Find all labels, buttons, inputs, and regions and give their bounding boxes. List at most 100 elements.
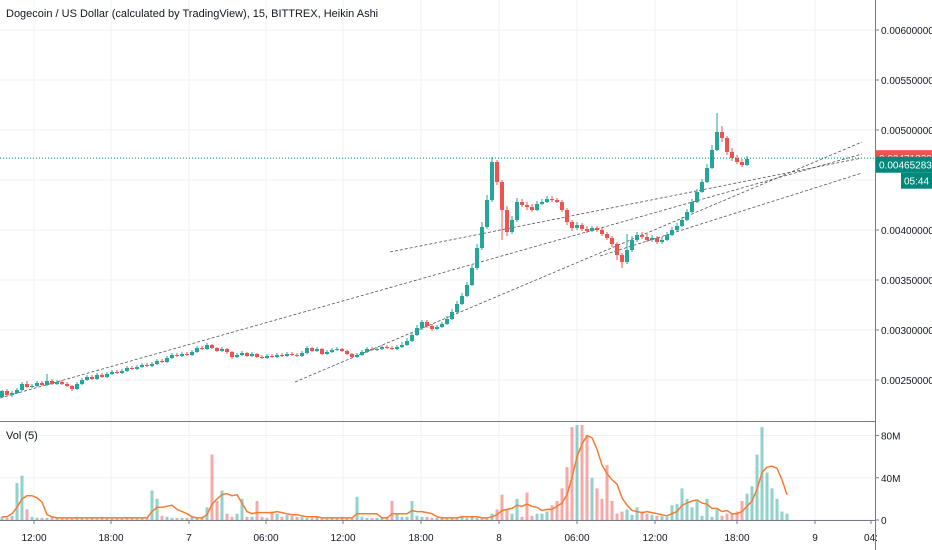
candle [115,370,119,374]
candle [485,195,489,229]
price-tick-label: 0.00600000 [881,26,932,37]
volume-bar [750,486,754,520]
candle [655,236,659,244]
countdown-tag-bg [901,172,932,189]
volume-bar [380,517,384,520]
candle-body [595,228,599,230]
candle-body [520,202,524,205]
volume-bar [95,517,99,520]
volume-bar [415,515,419,520]
candle-body [305,348,309,353]
candle-body [330,350,334,352]
candle [640,232,644,239]
time-tick-label: 06:00 [253,533,278,544]
candle-body [480,227,484,248]
volume-ma-line [2,434,788,519]
candle-body [230,352,234,357]
candle-body [120,371,124,373]
candle [420,320,424,330]
volume-tick-label: 80M [881,432,900,443]
volume-bar [110,517,114,520]
volume-bar [275,513,279,520]
volume-tick-label: 40M [881,474,900,485]
candle [55,380,59,385]
candle [660,237,664,244]
candle-body [255,354,259,357]
volume-bar [185,517,189,520]
volume-bar [55,517,59,520]
candle-body [360,352,364,355]
candle-body [205,345,209,349]
candle-body [740,162,744,165]
candle-body [420,322,424,328]
candle [645,234,649,242]
candle-body [370,349,374,350]
volume-bar [70,517,74,520]
candle-body [350,354,354,357]
candle [705,164,709,183]
volume-bar [775,498,779,520]
candle-body [85,377,89,380]
candle [435,325,439,330]
candle [560,200,564,212]
candle-body [110,372,114,374]
volume-bar [365,517,369,520]
candle [250,352,254,357]
candle [450,309,454,320]
candle [245,352,249,357]
volume-bar [510,513,514,520]
candle [415,325,419,336]
candle [110,370,114,375]
candle-body [335,349,339,350]
candle [365,347,369,353]
candle [535,201,539,211]
candle-body [425,322,429,326]
candle-body [525,205,529,207]
time-tick-label: 04: [864,533,878,544]
volume-bar [700,515,704,520]
candle-body [175,355,179,356]
volume-bar [730,513,734,520]
candle-body [200,348,204,349]
candle [170,353,174,359]
candle [295,353,299,357]
candle-body [270,356,274,357]
candle-body [150,364,154,366]
volume-bar [400,516,404,520]
candle-body [670,230,674,235]
candle-body [715,132,719,150]
candle-body [665,235,669,240]
candle-body [90,377,94,379]
candle [100,373,104,378]
candle [165,356,169,363]
candle-body [505,210,509,232]
trend-line [389,157,863,253]
time-tick-label: 18:00 [408,533,433,544]
volume-bar [35,517,39,520]
candle [180,352,184,357]
candle-body [240,353,244,355]
volume-bar [190,516,194,520]
candle-body [455,304,459,312]
candle [360,350,364,356]
volume-bar [135,517,139,520]
candle [95,373,99,380]
candle-body [565,210,569,222]
candle [490,157,494,202]
volume-bar [115,517,119,520]
candle [265,354,269,359]
candle-body [140,365,144,367]
volume-bar [390,501,394,520]
candle [80,378,84,385]
candle [545,196,549,203]
candle [425,320,429,328]
candle [315,347,319,352]
candle [270,354,274,358]
volume-bar [505,509,509,520]
candle-body [165,358,169,362]
volume-bar [770,488,774,520]
candle [720,126,724,142]
price-tick-label: 0.00250000 [881,376,932,387]
volume-bar [645,513,649,520]
